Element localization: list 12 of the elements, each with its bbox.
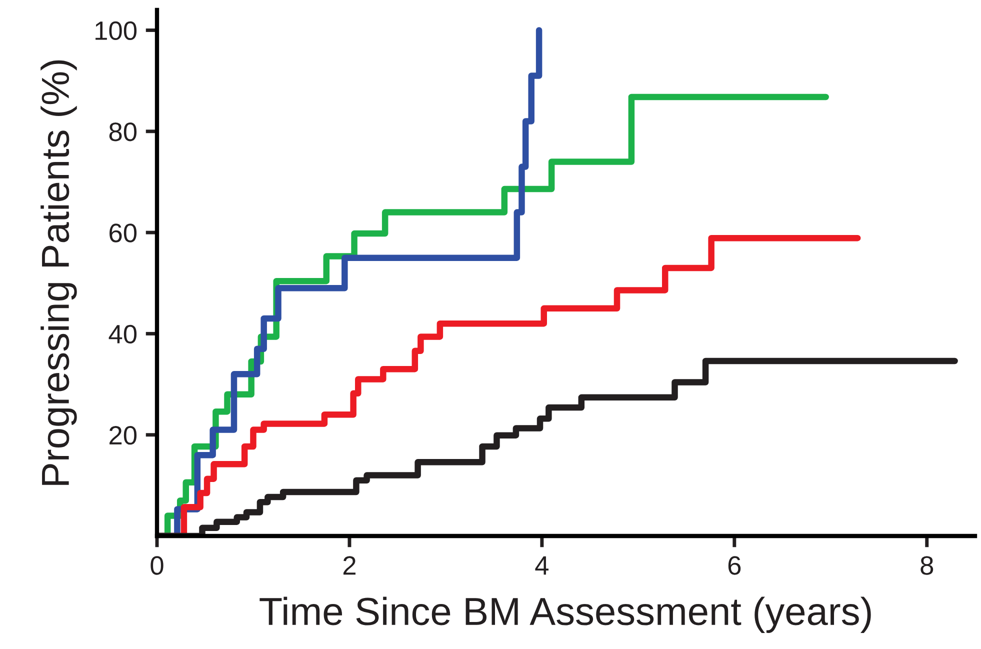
y-axis-title: Progressing Patients (%) — [40, 60, 77, 485]
x-tick-label: 2 — [343, 556, 356, 575]
x-axis-title: Time Since BM Assessment (years) — [260, 596, 871, 633]
y-tick-label: 100 — [96, 21, 137, 40]
y-tick-label: 40 — [108, 324, 137, 344]
x-tick-label: 4 — [535, 556, 549, 575]
y-tick-label: 60 — [110, 224, 137, 242]
x-tick-label: 8 — [920, 556, 934, 575]
x-tick-label: 0 — [150, 556, 164, 575]
y-tick-label: 80 — [109, 122, 137, 142]
y-tick-label: 20 — [110, 426, 137, 445]
x-tick-label: 6 — [728, 556, 741, 575]
